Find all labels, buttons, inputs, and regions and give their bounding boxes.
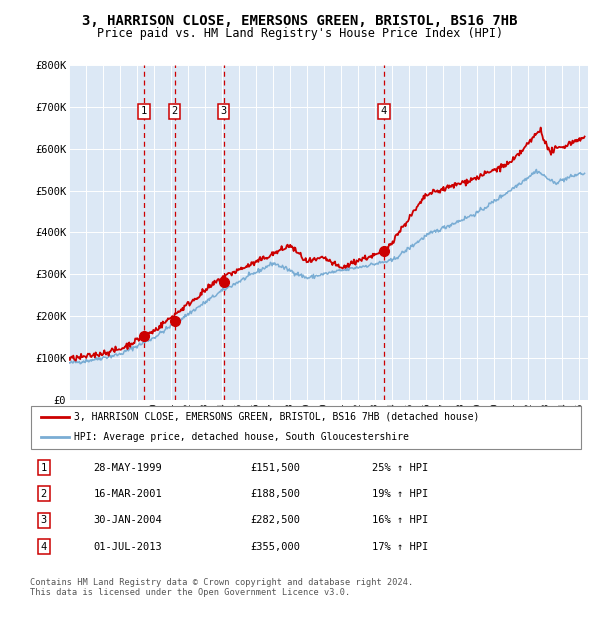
Text: 1: 1 xyxy=(141,106,147,116)
Text: 16-MAR-2001: 16-MAR-2001 xyxy=(94,489,162,499)
Text: 3, HARRISON CLOSE, EMERSONS GREEN, BRISTOL, BS16 7HB (detached house): 3, HARRISON CLOSE, EMERSONS GREEN, BRIST… xyxy=(74,412,479,422)
Text: 2: 2 xyxy=(41,489,47,499)
Text: 19% ↑ HPI: 19% ↑ HPI xyxy=(372,489,428,499)
Text: Contains HM Land Registry data © Crown copyright and database right 2024.
This d: Contains HM Land Registry data © Crown c… xyxy=(30,578,413,597)
Text: £282,500: £282,500 xyxy=(251,515,301,525)
Text: £188,500: £188,500 xyxy=(251,489,301,499)
Text: 3: 3 xyxy=(41,515,47,525)
Text: 25% ↑ HPI: 25% ↑ HPI xyxy=(372,463,428,472)
Text: 3, HARRISON CLOSE, EMERSONS GREEN, BRISTOL, BS16 7HB: 3, HARRISON CLOSE, EMERSONS GREEN, BRIST… xyxy=(82,14,518,28)
Text: 4: 4 xyxy=(380,106,387,116)
Text: 1: 1 xyxy=(41,463,47,472)
Text: Price paid vs. HM Land Registry's House Price Index (HPI): Price paid vs. HM Land Registry's House … xyxy=(97,27,503,40)
Text: HPI: Average price, detached house, South Gloucestershire: HPI: Average price, detached house, Sout… xyxy=(74,432,409,443)
Text: £355,000: £355,000 xyxy=(251,542,301,552)
FancyBboxPatch shape xyxy=(31,405,581,449)
Text: £151,500: £151,500 xyxy=(251,463,301,472)
Text: 30-JAN-2004: 30-JAN-2004 xyxy=(94,515,162,525)
Text: 17% ↑ HPI: 17% ↑ HPI xyxy=(372,542,428,552)
Text: 4: 4 xyxy=(41,542,47,552)
Text: 3: 3 xyxy=(220,106,227,116)
Text: 16% ↑ HPI: 16% ↑ HPI xyxy=(372,515,428,525)
Text: 28-MAY-1999: 28-MAY-1999 xyxy=(94,463,162,472)
Text: 2: 2 xyxy=(172,106,178,116)
Text: 01-JUL-2013: 01-JUL-2013 xyxy=(94,542,162,552)
